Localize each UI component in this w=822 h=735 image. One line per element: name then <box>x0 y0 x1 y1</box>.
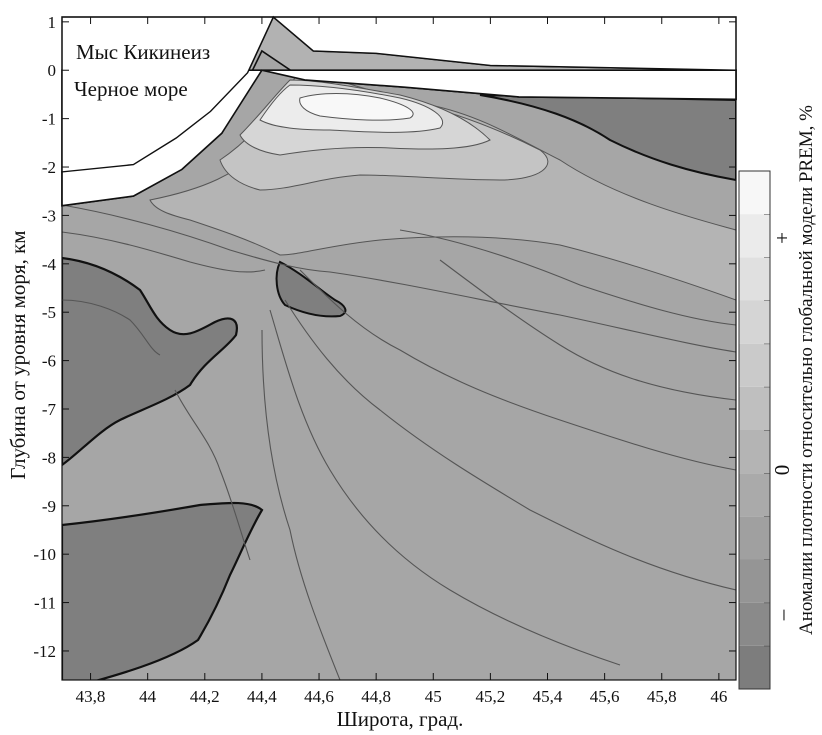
colorbar-plus-label: + <box>770 232 794 244</box>
plot-area <box>62 17 736 680</box>
low-anomaly-left <box>62 256 238 467</box>
plot-frame <box>61 16 737 681</box>
y-tick-label: -6 <box>42 352 56 371</box>
x-axis-title: Широта, град. <box>337 707 464 731</box>
x-tick-label: 45,4 <box>533 687 563 706</box>
x-tick-label: 45 <box>425 687 442 706</box>
x-tick-label: 44,4 <box>247 687 277 706</box>
low-anomaly-bottom-left <box>62 501 264 680</box>
cape-label: Мыс Кикинеиз <box>76 40 210 64</box>
y-tick-label: -8 <box>42 448 56 467</box>
x-tick-label: 45,2 <box>476 687 506 706</box>
colorbar-segment <box>739 171 770 215</box>
colorbar-segment <box>739 645 770 689</box>
y-tick-label: -9 <box>42 497 56 516</box>
x-tick-label: 46 <box>710 687 727 706</box>
x-tick-label: 45,6 <box>590 687 620 706</box>
colorbar-segment <box>739 602 770 646</box>
colorbar-segment <box>739 473 770 517</box>
y-tick-label: -11 <box>34 594 56 613</box>
y-tick-label: -5 <box>42 303 56 322</box>
colorbar-frame <box>738 170 771 690</box>
y-tick-label: -10 <box>33 545 56 564</box>
y-tick-label: -2 <box>42 158 56 177</box>
x-tick-label: 44,2 <box>190 687 220 706</box>
colorbar-segment <box>739 300 770 344</box>
y-tick-label: 1 <box>48 13 57 32</box>
x-tick-label: 44 <box>139 687 157 706</box>
low-anomaly-upper-right <box>479 94 736 182</box>
colorbar-title: Аномалии плотности относительно глобальн… <box>796 105 817 635</box>
y-tick-label: 0 <box>48 61 57 80</box>
x-axis: 43,8 44 44,2 44,4 44,6 44,8 45 45,2 45,4 45,6 45,8… <box>76 17 727 706</box>
colorbar-segment <box>739 516 770 560</box>
y-axis-title: Глубина от уровня моря, км <box>6 230 30 479</box>
colorbar-segment <box>739 214 770 258</box>
y-tick-label: -12 <box>33 642 56 661</box>
colorbar <box>738 170 771 690</box>
colorbar-zero-label: 0 <box>770 465 794 476</box>
y-tick-label: -1 <box>42 110 56 129</box>
x-tick-label: 43,8 <box>76 687 106 706</box>
contour-lines <box>62 204 736 680</box>
x-tick-label: 44,8 <box>361 687 391 706</box>
y-tick-label: -4 <box>42 255 57 274</box>
colorbar-segment <box>739 386 770 430</box>
y-tick-label: -3 <box>42 206 56 225</box>
y-tick-label: -7 <box>42 400 57 419</box>
positive-anomaly-5 <box>299 93 414 121</box>
y-axis: 1 0 -1 -2 -3 -4 -5 -6 -7 -8 -9 -10 -11 -12 <box>33 13 736 661</box>
colorbar-segment <box>739 343 770 387</box>
colorbar-segment <box>739 430 770 474</box>
colorbar-segment <box>739 257 770 301</box>
x-tick-label: 44,6 <box>304 687 334 706</box>
sea-label: Черное море <box>74 77 188 101</box>
colorbar-minus-label: – <box>770 609 794 621</box>
colorbar-segment <box>739 559 770 603</box>
x-tick-label: 45,8 <box>647 687 677 706</box>
